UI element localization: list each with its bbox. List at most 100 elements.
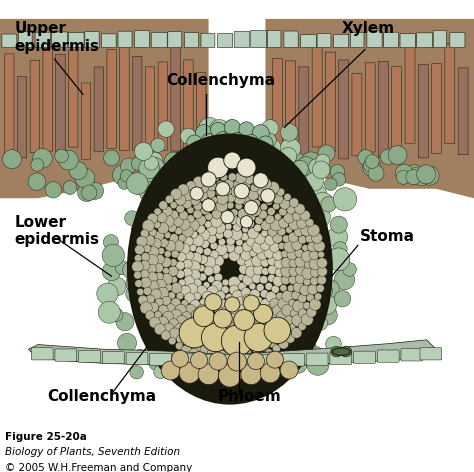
Circle shape: [157, 316, 168, 327]
Circle shape: [171, 298, 181, 308]
Circle shape: [316, 284, 324, 292]
Circle shape: [252, 199, 260, 207]
Circle shape: [228, 215, 238, 224]
Circle shape: [227, 299, 237, 310]
Circle shape: [247, 353, 258, 363]
Circle shape: [207, 286, 219, 297]
Circle shape: [246, 266, 257, 277]
Circle shape: [206, 189, 215, 198]
Circle shape: [274, 259, 284, 269]
Circle shape: [245, 257, 256, 268]
Circle shape: [77, 183, 96, 202]
FancyBboxPatch shape: [420, 348, 442, 360]
Circle shape: [233, 128, 255, 150]
Circle shape: [189, 244, 197, 252]
Circle shape: [239, 312, 248, 321]
Text: Figure 25-20a: Figure 25-20a: [5, 432, 87, 442]
Circle shape: [216, 180, 225, 189]
Circle shape: [289, 299, 296, 307]
Circle shape: [283, 235, 290, 243]
FancyBboxPatch shape: [405, 45, 415, 143]
Circle shape: [221, 329, 229, 337]
Circle shape: [212, 327, 221, 336]
Circle shape: [172, 350, 189, 367]
Circle shape: [294, 228, 303, 236]
Circle shape: [363, 159, 381, 177]
Circle shape: [289, 276, 297, 285]
Circle shape: [235, 172, 246, 184]
Circle shape: [241, 334, 250, 343]
Circle shape: [163, 311, 174, 322]
Circle shape: [135, 245, 145, 254]
Circle shape: [216, 200, 228, 212]
Circle shape: [134, 349, 147, 362]
Circle shape: [301, 313, 313, 326]
FancyBboxPatch shape: [354, 351, 375, 363]
FancyBboxPatch shape: [132, 56, 142, 151]
Circle shape: [420, 166, 439, 185]
Circle shape: [216, 182, 230, 196]
Circle shape: [184, 236, 193, 246]
Circle shape: [130, 280, 144, 294]
Circle shape: [206, 354, 215, 364]
Circle shape: [149, 302, 159, 312]
Circle shape: [170, 234, 178, 243]
Text: Lower
epidermis: Lower epidermis: [14, 215, 99, 247]
Circle shape: [242, 181, 250, 190]
Circle shape: [280, 285, 287, 292]
Circle shape: [168, 266, 178, 276]
Circle shape: [277, 320, 289, 332]
Circle shape: [207, 317, 219, 329]
Circle shape: [146, 254, 158, 267]
Circle shape: [228, 352, 246, 371]
Circle shape: [135, 143, 153, 160]
Circle shape: [227, 194, 235, 202]
Circle shape: [231, 306, 240, 316]
Circle shape: [225, 294, 233, 301]
Circle shape: [125, 211, 139, 226]
Circle shape: [265, 283, 273, 290]
FancyBboxPatch shape: [201, 33, 215, 48]
Circle shape: [324, 178, 337, 191]
Circle shape: [164, 240, 176, 252]
Circle shape: [201, 134, 216, 148]
Circle shape: [138, 295, 148, 305]
Circle shape: [115, 261, 129, 275]
Circle shape: [237, 256, 246, 265]
Circle shape: [223, 356, 232, 365]
Circle shape: [172, 215, 183, 227]
Circle shape: [181, 300, 188, 307]
Circle shape: [250, 184, 259, 192]
Circle shape: [140, 229, 149, 238]
Circle shape: [273, 251, 283, 261]
Circle shape: [189, 261, 201, 273]
Circle shape: [273, 276, 283, 287]
FancyBboxPatch shape: [151, 33, 167, 48]
Circle shape: [296, 265, 306, 276]
Circle shape: [238, 274, 245, 281]
Circle shape: [273, 203, 280, 210]
Circle shape: [260, 276, 268, 284]
Circle shape: [280, 199, 290, 209]
Circle shape: [267, 274, 275, 282]
Circle shape: [190, 187, 203, 200]
Circle shape: [132, 261, 143, 272]
FancyBboxPatch shape: [377, 350, 399, 362]
Circle shape: [319, 279, 339, 300]
Circle shape: [247, 301, 256, 310]
Circle shape: [199, 255, 208, 264]
Circle shape: [146, 272, 158, 283]
Circle shape: [263, 330, 275, 343]
Circle shape: [192, 235, 204, 247]
FancyBboxPatch shape: [301, 35, 316, 48]
Circle shape: [256, 284, 264, 291]
Circle shape: [279, 218, 289, 228]
Circle shape: [273, 233, 283, 243]
Circle shape: [203, 282, 210, 288]
FancyBboxPatch shape: [2, 34, 17, 48]
Circle shape: [289, 258, 298, 268]
Circle shape: [213, 309, 232, 328]
Circle shape: [175, 194, 186, 205]
Circle shape: [171, 188, 182, 200]
Circle shape: [116, 312, 134, 331]
